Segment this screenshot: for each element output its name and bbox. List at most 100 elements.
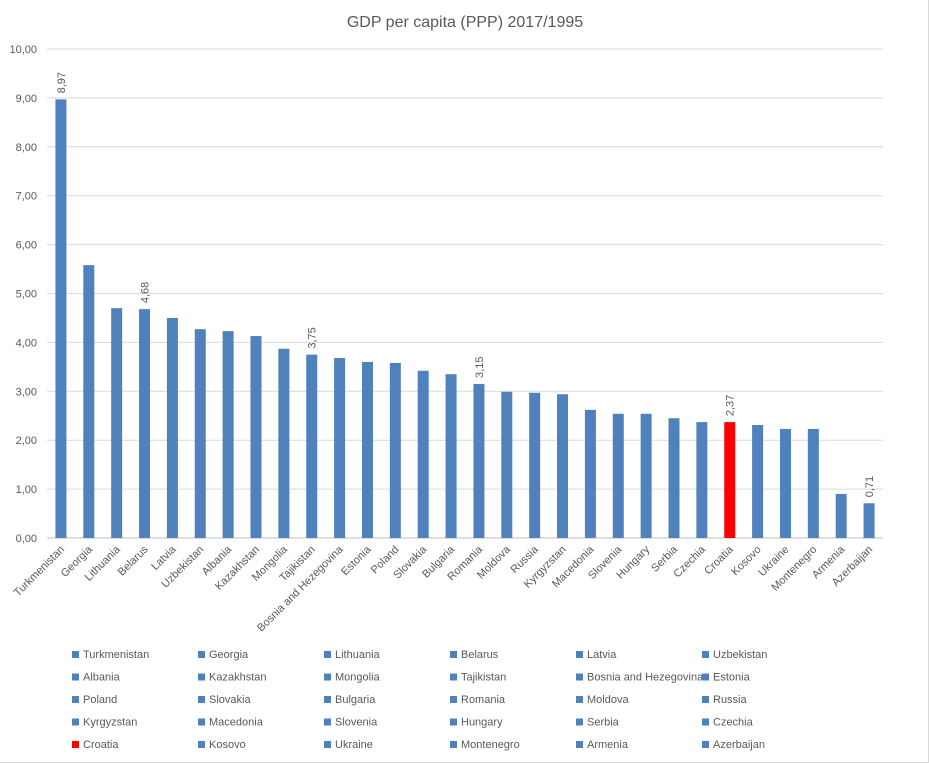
- legend-swatch: [324, 741, 331, 748]
- data-label: 3,75: [307, 327, 319, 348]
- bar-romania: [473, 383, 485, 538]
- bar-tajikistan: [306, 354, 318, 538]
- bar-slovenia: [612, 413, 624, 538]
- x-tick-label: Estonia: [339, 543, 374, 578]
- legend-swatch: [72, 651, 79, 658]
- legend-swatch: [324, 718, 331, 726]
- legend-swatch: [198, 741, 205, 748]
- legend-swatch: [324, 696, 331, 703]
- legend-entry: Mongolia: [335, 672, 381, 684]
- legend-entry: Serbia: [587, 717, 620, 729]
- bar-bulgaria: [445, 374, 457, 538]
- legend-entry: Russia: [713, 694, 748, 706]
- legend-entry: Ukraine: [335, 739, 373, 751]
- bar-belarus: [139, 309, 151, 538]
- data-label: 8,97: [56, 72, 68, 93]
- bar-estonia: [361, 361, 373, 538]
- legend-swatch: [576, 741, 583, 748]
- legend-entry: Slovakia: [209, 694, 251, 706]
- bar-turkmenistan: [55, 99, 67, 538]
- bar-slovakia: [417, 370, 429, 538]
- legend-swatch: [72, 741, 79, 748]
- legend-swatch: [702, 651, 709, 658]
- bar-kazakhstan: [250, 336, 262, 538]
- y-tick-label: 10,00: [9, 44, 37, 56]
- legend-swatch: [576, 718, 583, 726]
- bar-latvia: [166, 317, 178, 538]
- bar-azerbaijan: [863, 503, 875, 538]
- legend-swatch: [450, 741, 457, 748]
- legend-swatch: [450, 696, 457, 703]
- legend-entry: Croatia: [83, 739, 119, 751]
- y-tick-label: 5,00: [16, 289, 37, 301]
- bar-uzbekistan: [194, 329, 206, 538]
- bar-ukraine: [779, 428, 791, 538]
- bar-georgia: [83, 265, 95, 538]
- legend-entry: Tajikistan: [461, 672, 506, 684]
- legend-swatch: [324, 651, 331, 658]
- bar-macedonia: [584, 409, 596, 538]
- legend-swatch: [450, 651, 457, 658]
- legend-swatch: [198, 651, 205, 658]
- legend-swatch: [198, 718, 205, 726]
- legend-entry: Bulgaria: [335, 694, 376, 706]
- y-tick-label: 9,00: [16, 93, 37, 105]
- legend-entry: Turkmenistan: [83, 649, 149, 661]
- legend-entry: Moldova: [587, 694, 629, 706]
- bar-kosovo: [752, 425, 764, 538]
- data-label: 2,37: [725, 395, 737, 416]
- y-tick-label: 0,00: [16, 533, 37, 545]
- legend-swatch: [198, 673, 205, 681]
- legend-entry: Belarus: [461, 649, 499, 661]
- legend-entry: Lithuania: [335, 649, 381, 661]
- legend-entry: Uzbekistan: [713, 649, 767, 661]
- legend-entry: Macedonia: [209, 717, 264, 729]
- y-tick-label: 3,00: [16, 386, 37, 398]
- y-tick-label: 6,00: [16, 240, 37, 252]
- legend-entry: Romania: [461, 694, 506, 706]
- y-tick-label: 4,00: [16, 337, 37, 349]
- data-label: 4,68: [140, 282, 152, 303]
- data-label: 0,71: [864, 476, 876, 497]
- legend-entry: Armenia: [587, 739, 629, 751]
- bar-moldova: [501, 391, 513, 538]
- legend-entry: Azerbaijan: [713, 739, 765, 751]
- legend-swatch: [702, 673, 709, 681]
- legend-entry: Hungary: [461, 717, 503, 729]
- legend-swatch: [450, 718, 457, 726]
- bar-lithuania: [111, 308, 123, 538]
- legend-entry: Albania: [83, 672, 121, 684]
- legend-swatch: [450, 673, 457, 681]
- legend-entry: Kazakhstan: [209, 672, 266, 684]
- bar-croatia: [724, 422, 736, 538]
- y-tick-label: 2,00: [16, 435, 37, 447]
- bar-poland: [389, 362, 401, 538]
- bar-kyrgyzstan: [557, 394, 569, 538]
- y-tick-label: 1,00: [16, 484, 37, 496]
- legend-entry: Poland: [83, 694, 117, 706]
- bar-albania: [222, 331, 234, 538]
- legend-swatch: [702, 696, 709, 703]
- legend-entry: Kyrgyzstan: [83, 717, 137, 729]
- legend-entry: Bosnia and Hezegovina: [587, 672, 704, 684]
- bar-montenegro: [807, 428, 819, 538]
- chart-title: GDP per capita (PPP) 2017/1995: [347, 14, 583, 31]
- legend-entry: Latvia: [587, 649, 617, 661]
- legend-swatch: [702, 718, 709, 726]
- bar-serbia: [668, 418, 680, 538]
- data-label: 3,15: [474, 357, 486, 378]
- legend-swatch: [72, 696, 79, 703]
- x-tick-label: Czechia: [671, 543, 708, 580]
- legend-swatch: [198, 696, 205, 703]
- legend-swatch: [72, 718, 79, 726]
- legend-swatch: [576, 673, 583, 681]
- legend-swatch: [702, 741, 709, 748]
- legend-swatch: [576, 651, 583, 658]
- x-tick-label: Belarus: [116, 543, 151, 578]
- y-tick-label: 8,00: [16, 142, 37, 154]
- legend-swatch: [324, 673, 331, 681]
- legend-entry: Czechia: [713, 717, 754, 729]
- legend-entry: Montenegro: [461, 739, 520, 751]
- bar-russia: [529, 392, 541, 538]
